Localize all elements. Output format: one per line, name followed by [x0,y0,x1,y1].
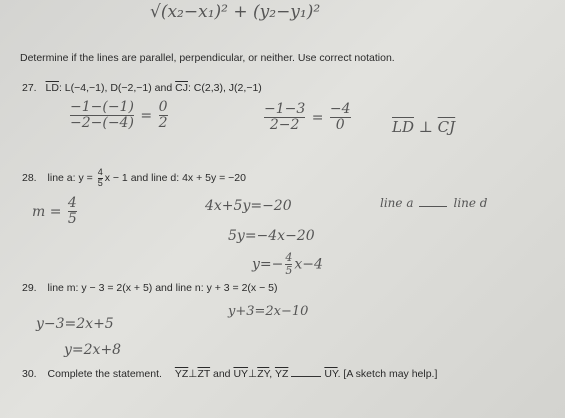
text: Complete the statement. [47,368,162,380]
segment: YZ [174,368,189,380]
handwriting: 4x+5y=−20 [205,198,292,214]
text: x − 1 and line d: 4x + 5y = −20 [104,172,246,185]
segment: LD [45,82,59,94]
text: : L(−4,−1), D(−2,−1) and [58,82,176,94]
text: . [A sketch may help.] [337,368,438,380]
numerator: −4 [329,101,351,119]
symbol: ⊥ [418,118,433,136]
fraction: −1−3 2−2 [264,101,306,134]
handwriting: y+3=2x−10 [228,304,309,319]
text: line d [453,196,488,210]
text: and [213,368,231,380]
text: x−4 [294,256,323,273]
text: line a [380,196,414,210]
answer-blank [291,376,322,377]
text: : C(2,3), J(2,−1) [187,82,262,94]
problem: 27. LD: L(−4,−1), D(−2,−1) and CJ: C(2,3… [22,82,262,94]
handwriting: √(x₂−x₁)² + (y₂−y₁)² [150,2,321,22]
handwriting: y=− 4 5 x−4 [252,251,323,278]
denominator: 2 [158,115,168,132]
answer-blank [419,206,448,207]
problem: 30. Complete the statement. YZ⊥ZT and UY… [22,368,437,380]
equals: = [311,109,324,126]
handwriting: y−3=2x+5 [36,316,114,332]
segment: CJ [437,118,456,136]
segment: ZT [197,368,211,380]
text: line m: y − 3 = 2(x + 5) and line n: y +… [47,282,278,294]
denominator: 5 [285,264,293,278]
problem: 29. line m: y − 3 = 2(x + 5) and line n:… [22,282,278,294]
fraction: −1−(−1) −2−(−4) [70,99,134,132]
symbol: ⊥ [188,368,198,380]
text: line a: y = [47,172,93,185]
problem-number: 27. [22,82,37,94]
denominator: 2−2 [269,117,300,134]
segment: YZ [274,368,289,380]
denominator: 0 [335,117,345,134]
denominator: −2−(−4) [70,115,134,132]
numerator: 0 [158,99,168,117]
denominator: 5 [67,211,77,228]
segment: UY [324,368,338,380]
numerator: 4 [97,167,103,179]
numerator: 4 [67,195,77,213]
problem-number: 28. [22,172,37,185]
handwriting: −1−3 2−2 = −4 0 [262,101,353,134]
numerator: 4 [285,251,293,266]
text: m = [32,203,62,220]
symbol: ⊥ [248,368,258,380]
numerator: −1−3 [264,101,306,119]
equals: = [140,107,153,124]
handwriting: LD ⊥ CJ [392,118,455,136]
handwriting: line a line d [380,196,488,210]
numerator: −1−(−1) [70,99,134,117]
problem-number: 30. [22,368,37,380]
segment: LD [392,118,414,136]
instructions: Determine if the lines are parallel, per… [20,52,395,64]
handwriting: y=2x+8 [64,342,122,358]
segment: CJ [175,82,188,94]
segment: ZY [257,368,270,380]
denominator: 5 [97,177,103,188]
text: y=− [252,256,284,273]
handwriting: 5y=−4x−20 [228,228,315,244]
fraction: −4 0 [329,101,351,134]
problem-number: 29. [22,282,37,294]
segment: UY [233,368,249,380]
text: , [269,368,273,380]
